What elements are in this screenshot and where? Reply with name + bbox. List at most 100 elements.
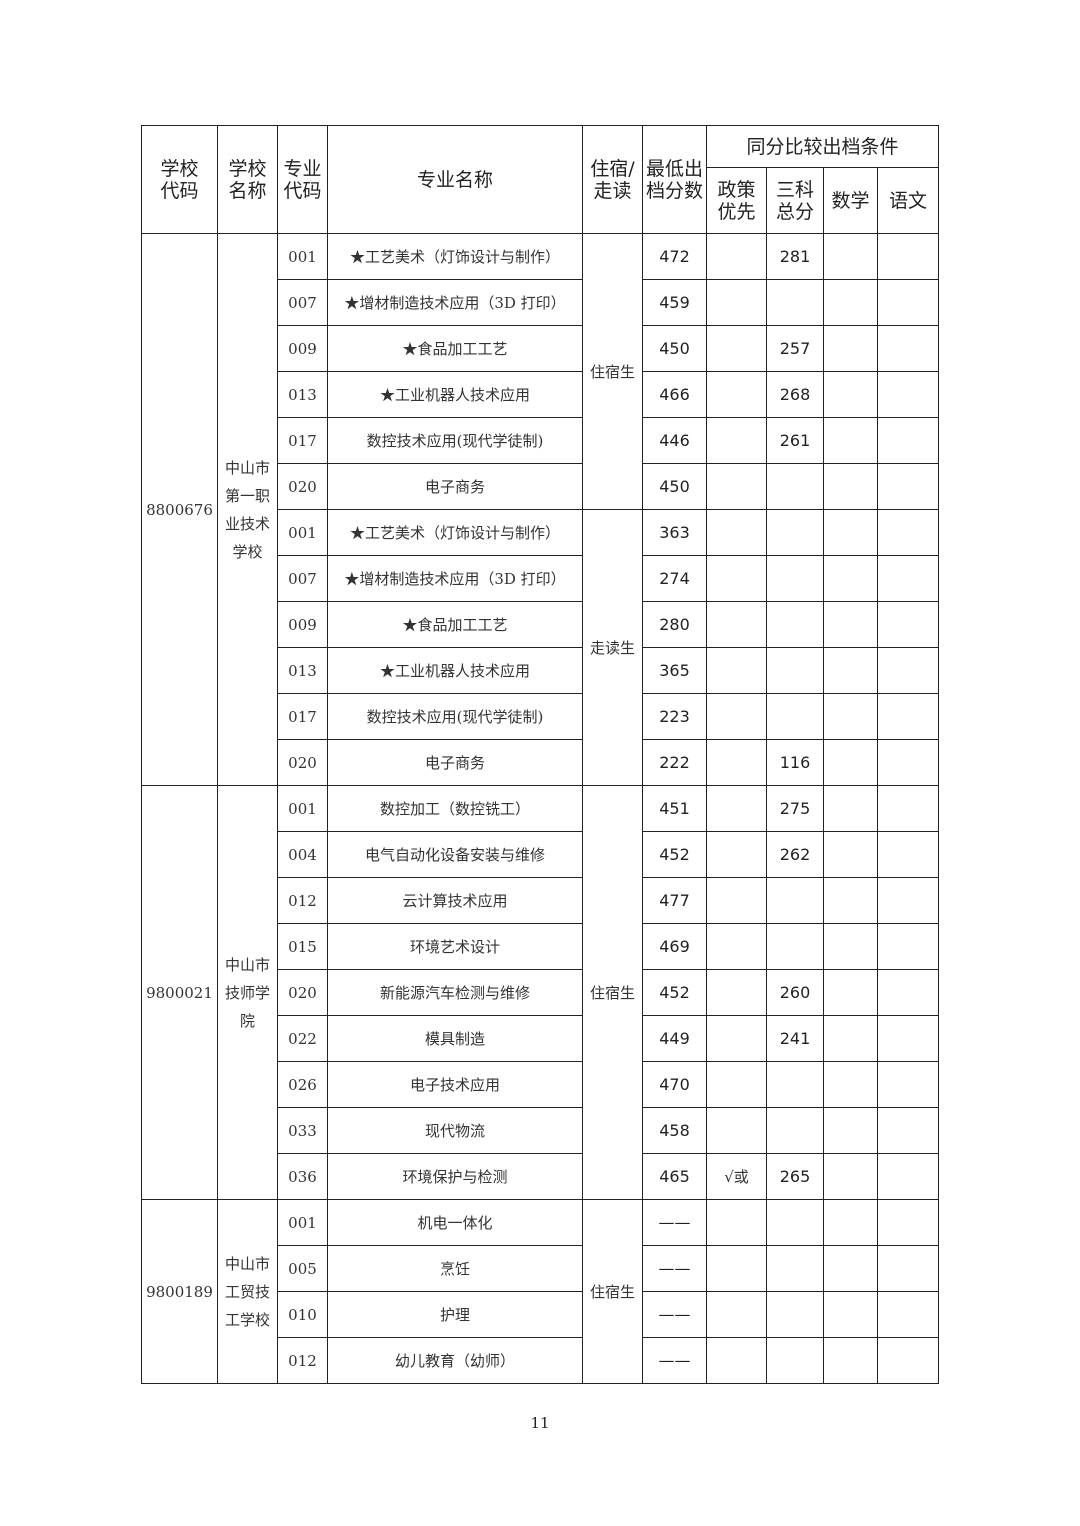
three-subject-total bbox=[766, 1107, 824, 1154]
table-row: 007 ★增材制造技术应用（3D 打印） 274 bbox=[142, 555, 940, 602]
major-code: 020 bbox=[277, 739, 328, 786]
major-name: ★食品加工工艺 bbox=[327, 601, 583, 648]
chinese-score bbox=[876, 279, 940, 326]
table-row: 017 数控技术应用(现代学徒制) 446 261 bbox=[142, 417, 940, 464]
table-row: 9800021 中山市 技师学 院 001 数控加工（数控铣工） 住宿生 451 275 bbox=[141, 785, 940, 1200]
min-score: 477 bbox=[642, 877, 707, 924]
policy-priority bbox=[706, 555, 767, 602]
math-score bbox=[823, 785, 878, 832]
major-code: 007 bbox=[277, 555, 328, 602]
three-subject-total: 262 bbox=[766, 831, 824, 878]
major-code: 020 bbox=[277, 463, 328, 510]
chinese-score bbox=[876, 647, 940, 694]
chinese-score bbox=[876, 1015, 940, 1062]
three-subject-total bbox=[766, 463, 824, 510]
school-code: 9800021 bbox=[141, 785, 218, 1200]
three-subject-total bbox=[766, 1199, 824, 1246]
major-name: ★食品加工工艺 bbox=[327, 325, 583, 372]
table-row: 9800189 中山市 工贸技 工学校 001 机电一体化 住宿生 —— bbox=[141, 1199, 940, 1384]
major-code: 017 bbox=[277, 693, 328, 740]
math-score bbox=[823, 1337, 878, 1384]
major-code: 013 bbox=[277, 371, 328, 418]
lodging-mode: 住宿生 bbox=[582, 1199, 643, 1384]
three-subject-total bbox=[766, 279, 824, 326]
math-score bbox=[823, 647, 878, 694]
policy-priority bbox=[706, 739, 767, 786]
math-score bbox=[823, 1291, 878, 1338]
page-number: 11 bbox=[530, 1414, 550, 1432]
major-name: 现代物流 bbox=[327, 1107, 583, 1154]
math-score bbox=[823, 1061, 878, 1108]
major-name: 数控技术应用(现代学徒制) bbox=[327, 693, 583, 740]
policy-priority bbox=[706, 1291, 767, 1338]
min-score: 452 bbox=[642, 969, 707, 1016]
major-name: 环境艺术设计 bbox=[327, 923, 583, 970]
math-score bbox=[823, 1245, 878, 1292]
lodging-mode: 住宿生 bbox=[582, 785, 643, 1200]
math-score bbox=[823, 279, 878, 326]
major-code: 009 bbox=[277, 325, 328, 372]
min-score: 222 bbox=[642, 739, 707, 786]
min-score: 363 bbox=[642, 509, 707, 556]
three-subject-total bbox=[766, 509, 824, 556]
min-score: 470 bbox=[642, 1061, 707, 1108]
three-subject-total bbox=[766, 555, 824, 602]
table-row: 8800676 中山市 第一职 业技术 学校 001 ★工艺美术（灯饰设计与制作） 住宿… bbox=[141, 233, 940, 786]
policy-priority bbox=[706, 325, 767, 372]
table-row: 026 电子技术应用 470 bbox=[142, 1061, 940, 1108]
policy-priority bbox=[706, 1107, 767, 1154]
header-tie-break: 同分比较出档条件 bbox=[705, 125, 940, 168]
major-name: ★工艺美术（灯饰设计与制作） bbox=[327, 233, 583, 280]
min-score: 466 bbox=[642, 371, 707, 418]
math-score bbox=[823, 923, 878, 970]
three-subject-total bbox=[766, 647, 824, 694]
three-subject-total bbox=[766, 923, 824, 970]
policy-priority bbox=[706, 647, 767, 694]
math-score bbox=[823, 371, 878, 418]
major-code: 001 bbox=[277, 785, 328, 832]
chinese-score bbox=[876, 923, 940, 970]
chinese-score bbox=[876, 1153, 940, 1200]
three-subject-total bbox=[766, 1061, 824, 1108]
math-score bbox=[823, 1153, 878, 1200]
major-code: 020 bbox=[277, 969, 328, 1016]
chinese-score bbox=[876, 1061, 940, 1108]
min-score: —— bbox=[642, 1245, 707, 1292]
major-code: 001 bbox=[277, 1199, 328, 1246]
table-row: 009 ★食品加工工艺 450 257 bbox=[142, 325, 940, 372]
major-code: 033 bbox=[277, 1107, 328, 1154]
min-score: 365 bbox=[642, 647, 707, 694]
major-name: 模具制造 bbox=[327, 1015, 583, 1062]
three-subject-total bbox=[766, 601, 824, 648]
min-score: 458 bbox=[642, 1107, 707, 1154]
admission-score-table: 学校 代码 学校 名称 专业 代码 专业名称 住宿/ 走读 最低出 档分数 同分… bbox=[141, 125, 940, 1384]
min-score: 465 bbox=[642, 1153, 707, 1200]
policy-priority bbox=[706, 463, 767, 510]
header-policy: 政策 优先 bbox=[706, 167, 767, 234]
min-score: 223 bbox=[642, 693, 707, 740]
table-row: 004 电气自动化设备安装与维修 452 262 bbox=[142, 831, 940, 878]
three-subject-total bbox=[766, 877, 824, 924]
min-score: —— bbox=[642, 1199, 707, 1246]
header-chinese: 语文 bbox=[876, 167, 940, 234]
major-code: 010 bbox=[277, 1291, 328, 1338]
table-body: 8800676 中山市 第一职 业技术 学校 001 ★工艺美术（灯饰设计与制作） 住宿… bbox=[141, 233, 940, 1384]
chinese-score bbox=[876, 1245, 940, 1292]
major-name: 烹饪 bbox=[327, 1245, 583, 1292]
chinese-score bbox=[876, 1337, 940, 1384]
major-code: 013 bbox=[277, 647, 328, 694]
major-code: 015 bbox=[277, 923, 328, 970]
major-code: 004 bbox=[277, 831, 328, 878]
major-code: 005 bbox=[277, 1245, 328, 1292]
policy-priority bbox=[706, 417, 767, 464]
math-score bbox=[823, 325, 878, 372]
three-subject-total bbox=[766, 1291, 824, 1338]
major-name: 电子商务 bbox=[327, 739, 583, 786]
major-name: 电气自动化设备安装与维修 bbox=[327, 831, 583, 878]
math-score bbox=[823, 739, 878, 786]
chinese-score bbox=[876, 233, 940, 280]
min-score: 446 bbox=[642, 417, 707, 464]
table-row: 013 ★工业机器人技术应用 365 bbox=[142, 647, 940, 694]
school-name: 中山市 技师学 院 bbox=[217, 785, 278, 1200]
school-code: 8800676 bbox=[141, 233, 218, 786]
